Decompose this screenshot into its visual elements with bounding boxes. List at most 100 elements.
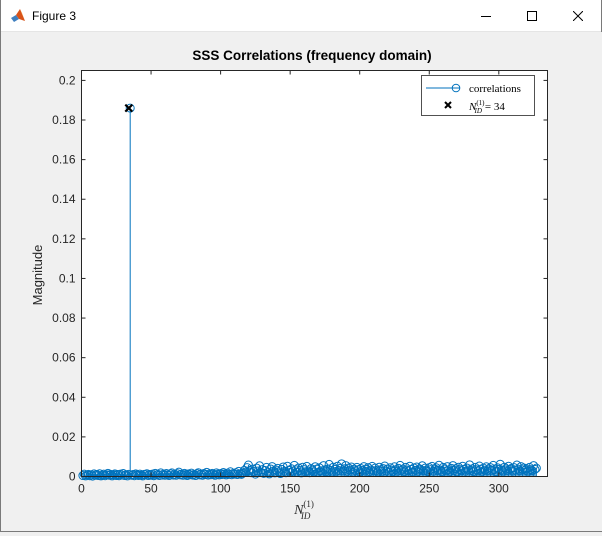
stem-marker [125,103,135,113]
y-tick-label: 0.2 [59,73,76,87]
stem-marker [371,466,381,476]
y-tick-label: 0.18 [52,113,76,127]
y-tick-label: 0.06 [52,351,76,365]
x-tick-label: 250 [419,482,439,496]
matlab-icon [11,9,25,22]
stem-marker [440,464,450,474]
close-icon [573,10,583,21]
x-tick-label: 200 [350,482,370,496]
stem-marker [337,459,347,469]
stem-marker [491,467,501,477]
stem-marker [185,470,195,480]
legend-box [421,75,535,116]
stem-marker [349,464,359,474]
stem-marker [363,463,373,473]
legend-series-label: correlations [469,83,521,95]
stem-marker [509,463,519,473]
x-axis-label-base: N [293,503,304,518]
stem-marker [530,464,540,474]
stem-marker [122,471,132,481]
stem-marker [529,461,539,471]
peak-marker [124,103,134,113]
marker-series [78,103,541,481]
stem-marker [415,464,425,474]
chart-canvas: SSS Correlations (frequency domain) 0 0.0… [30,48,548,521]
y-tick-label: 0.1 [59,271,76,285]
figure-area: SSS Correlations (frequency domain) 0 0.0… [2,32,602,531]
stem-marker [284,465,294,475]
stem-marker [380,461,390,471]
legend-circle-sample [451,83,461,93]
x-axis: 0 50 100 150 200 250 300 [78,70,509,496]
legend-marker-label-base: N [468,101,477,113]
y-tick-label: 0.14 [52,192,76,206]
stem-marker [117,470,127,480]
stem-marker [498,466,508,476]
x-tick-label: 0 [78,482,85,496]
stem-marker [179,468,189,478]
stem-marker [294,463,304,473]
stem-marker [499,462,509,472]
close-button[interactable] [555,0,601,31]
stem-marker [303,466,313,476]
x-tick-label: 150 [280,482,300,496]
x-axis-label-sup: (1) [303,499,314,509]
stem-marker [249,467,259,477]
y-tick-label: 0.02 [52,430,76,444]
stem-marker [171,470,181,480]
chart-title: SSS Correlations (frequency domain) [192,48,431,63]
y-tick-label: 0.04 [52,390,76,404]
stem-marker [473,466,483,476]
minimize-button[interactable] [463,0,509,31]
legend-x-marker [444,101,452,109]
y-tick-label: 0 [69,470,76,484]
maximize-icon [527,10,537,21]
legend[interactable]: correlations N(1) ID = 34 [421,75,535,116]
y-tick-label: 0.12 [52,232,76,246]
stem-marker [448,461,458,471]
axes-box [81,70,548,477]
minimize-icon [481,15,491,17]
title-bar[interactable]: Figure 3 [1,0,601,32]
legend-marker-label-sub: ID [474,107,482,115]
stem-marker [191,471,201,481]
stem-marker [157,470,167,480]
stem-marker [420,463,430,473]
stem-marker [531,463,541,473]
stem-marker [524,462,534,472]
x-tick-label: 50 [144,482,158,496]
stem-marker [164,471,174,481]
stem-marker [387,465,397,475]
stem-marker [316,466,326,476]
legend-marker-label-value: = 34 [485,101,505,113]
stem-marker [352,462,362,472]
x-axis-label-sub: ID [300,511,311,521]
stem-marker [523,466,533,476]
x-axis-label: N(1) ID [293,499,314,521]
stem-marker [362,464,372,474]
x-tick-label: 300 [489,482,509,496]
legend-marker-label-sup: (1) [476,99,485,107]
stem-marker [134,471,144,481]
window-title: Figure 3 [32,9,77,23]
stem-marker [403,466,413,476]
stem-marker [90,470,100,480]
y-tick-label: 0.08 [52,311,76,325]
maximize-button[interactable] [509,0,555,31]
stem-marker [234,466,244,476]
stem-marker [135,469,145,479]
y-tick-label: 0.16 [52,153,76,167]
y-axis: 0 0.02 0.04 0.06 0.08 0.1 0.12 0.14 0.16 0.18 0.2 [52,73,548,484]
legend-marker-label: N(1) ID = 34 [468,99,505,115]
stem-marker [490,465,500,475]
stem-marker [501,464,511,474]
stem-marker [203,470,213,480]
peak-cross-line [124,103,134,113]
stem-marker [338,466,348,476]
y-axis-label: Magnitude [30,245,45,306]
stem-marker [330,464,340,474]
stem-marker [107,471,117,481]
stem-marker [253,466,263,476]
plot-area [81,70,547,476]
